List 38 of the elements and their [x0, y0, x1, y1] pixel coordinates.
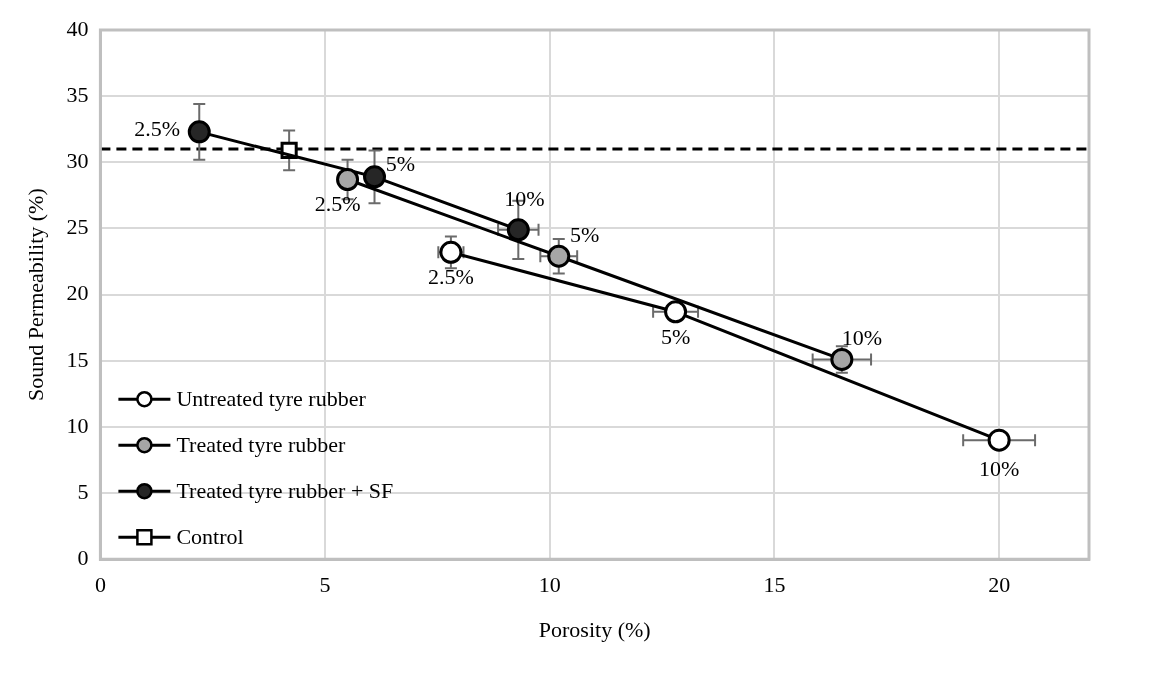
y-tick-label: 20: [66, 280, 89, 306]
point: [363, 165, 387, 189]
point: [664, 300, 688, 324]
point: [439, 240, 463, 264]
legend-label: Untreated tyre rubber: [176, 385, 367, 411]
annotation: 10%: [978, 455, 1020, 481]
y-tick-label: 25: [66, 214, 89, 240]
legend-label: Control: [176, 523, 244, 549]
annotation: 10%: [841, 325, 883, 351]
annotation: 5%: [570, 222, 600, 248]
y-tick-label: 15: [66, 346, 89, 372]
x-tick-label: 20: [988, 572, 1011, 598]
y-tick-label: 30: [66, 148, 89, 174]
annotation: 5%: [385, 150, 416, 176]
point: [506, 218, 530, 242]
annotation: 5%: [660, 323, 691, 349]
point: [336, 168, 360, 191]
legend-label: Treated tyre rubber: [176, 431, 347, 457]
x-tick-label: 10: [538, 572, 561, 598]
y-tick-label: 10: [66, 412, 89, 438]
point: [987, 428, 1011, 452]
point: [187, 120, 211, 144]
y-tick-label: 5: [77, 478, 89, 504]
annotation: 10%: [504, 185, 545, 211]
y-tick-label: 35: [66, 81, 89, 107]
annotation: 2.5%: [314, 191, 361, 217]
point: [830, 347, 854, 371]
y-tick-label: 0: [77, 544, 89, 570]
x-tick-label: 5: [319, 572, 331, 598]
point: [547, 244, 571, 268]
annotation: 2.5%: [427, 264, 474, 290]
x-tick-label: 15: [763, 572, 786, 598]
y-tick-label: 40: [66, 15, 89, 41]
y-axis-title: Sound Permeability (%): [22, 188, 48, 401]
x-axis-title: Porosity (%): [538, 616, 651, 642]
legend-label: Treated tyre rubber + SF: [176, 477, 394, 503]
annotation: 2.5%: [134, 115, 181, 141]
x-tick-label: 0: [94, 572, 106, 598]
